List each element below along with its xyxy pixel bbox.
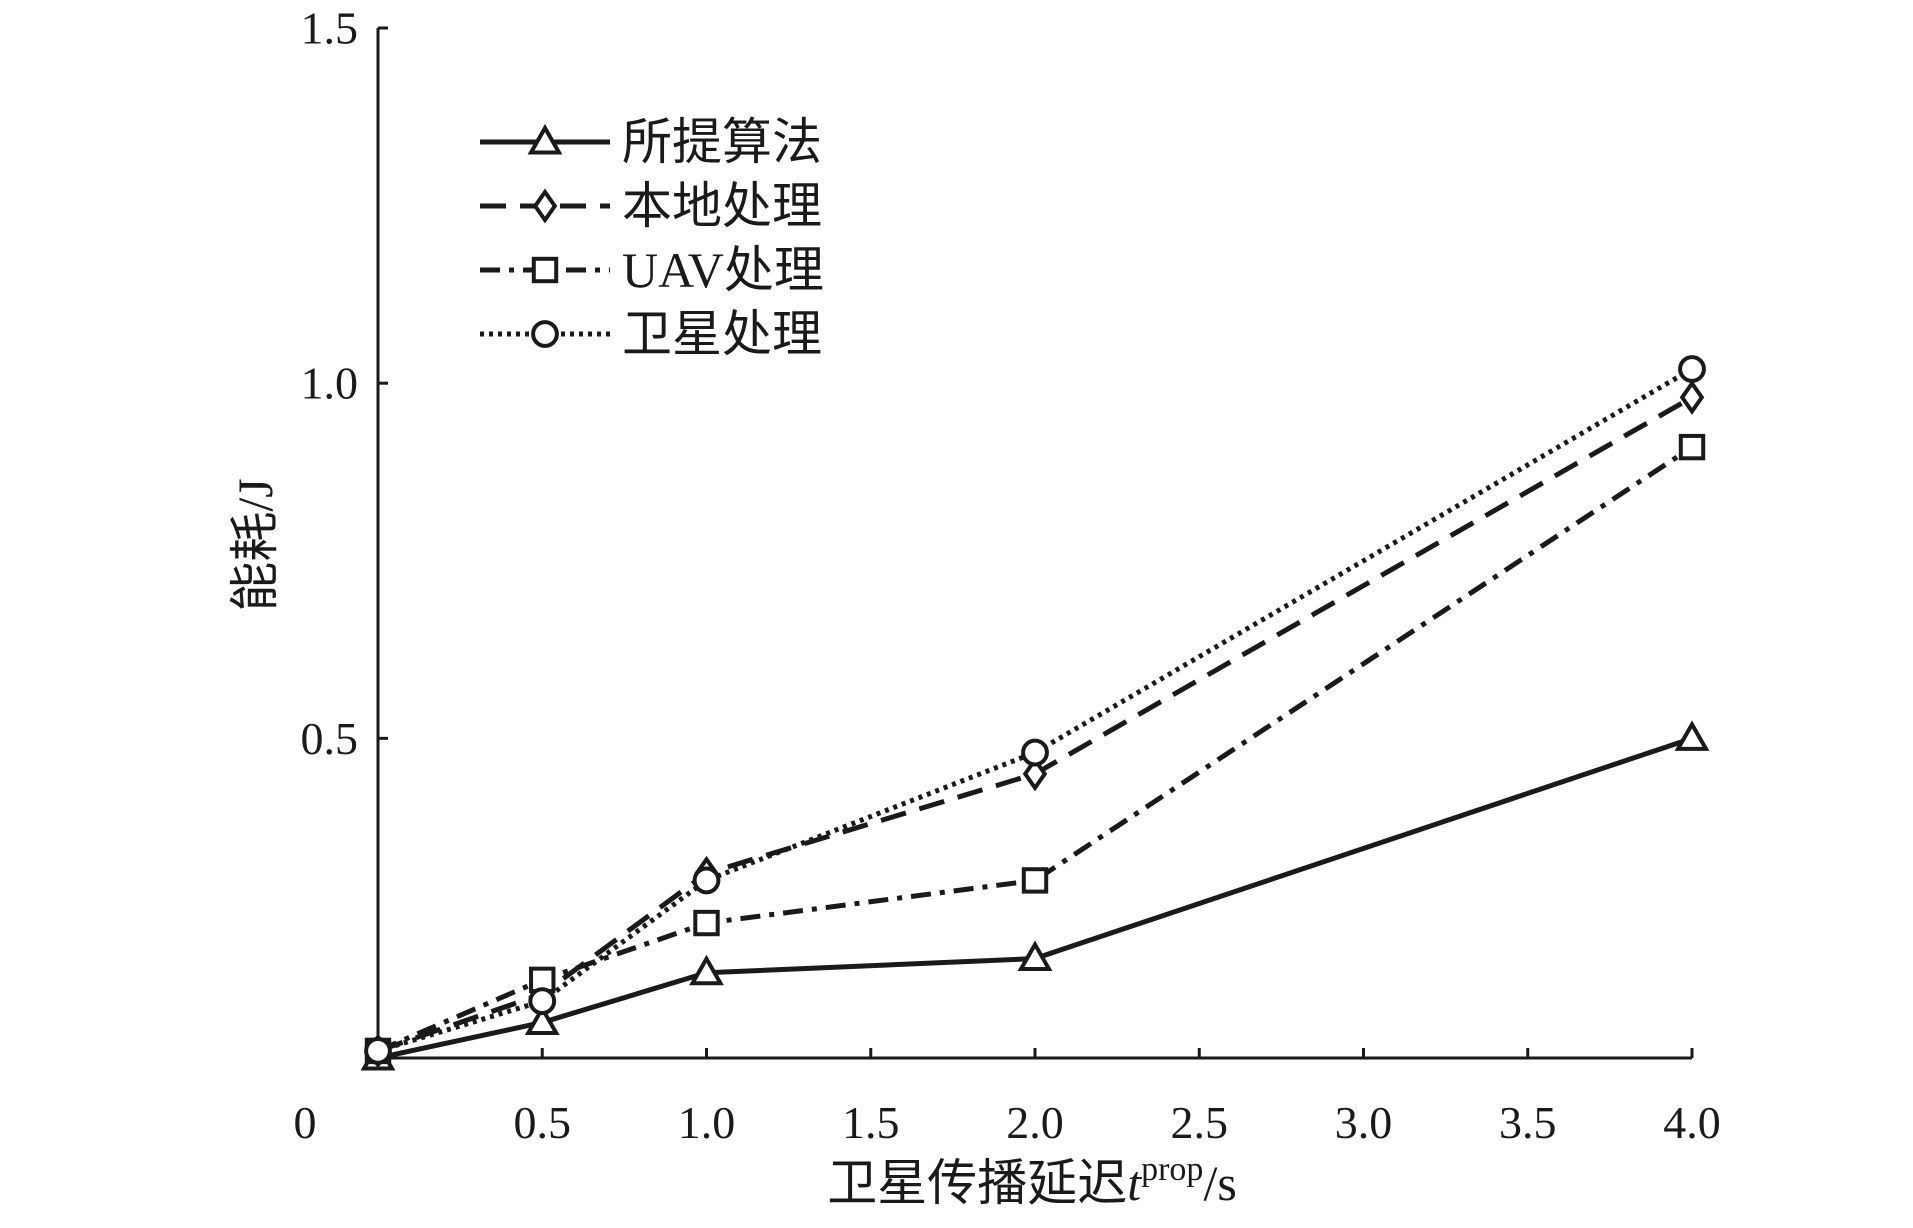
legend-label: UAV处理	[622, 242, 824, 298]
data-point-triangle	[524, 1004, 560, 1035]
y-tick-label: 1.5	[301, 3, 359, 54]
data-point-square	[693, 909, 720, 937]
x-tick-label: 0	[294, 1097, 317, 1148]
y-tick-label: 1.0	[301, 358, 359, 409]
series-layer	[360, 355, 1710, 1071]
y-axis-title: 能耗/J	[227, 478, 283, 611]
data-point-circle	[1021, 738, 1049, 767]
legend-item: 本地处理	[480, 178, 822, 234]
x-tick-label: 3.0	[1335, 1097, 1393, 1148]
legend-marker-triangle	[527, 123, 563, 155]
legend-item: UAV处理	[480, 242, 824, 298]
data-point-diamond	[1679, 379, 1705, 415]
x-tick-label: 2.5	[1171, 1097, 1229, 1148]
legend-item: 所提算法	[480, 114, 822, 170]
x-tick-label: 0.5	[514, 1097, 572, 1148]
x-tick-label: 4.0	[1663, 1097, 1721, 1148]
x-axis-title: 卫星传播延迟tprop/s	[827, 1151, 1237, 1211]
legend-label: 所提算法	[622, 114, 822, 170]
x-axis-title-main: 卫星传播延迟	[827, 1155, 1127, 1211]
data-point-diamond	[1022, 756, 1048, 792]
data-point-circle	[692, 866, 721, 895]
x-ticks: 0 0.5 1.0 1.5 2.0 2.5 3.0 3.5 4.0	[294, 1048, 1721, 1148]
legend-label: 卫星处理	[622, 306, 822, 362]
data-point-circle	[528, 987, 557, 1016]
x-tick-label: 3.5	[1499, 1097, 1557, 1148]
series-4	[364, 355, 1706, 1065]
data-point-square	[1021, 867, 1049, 894]
x-tick-label: 2.0	[1006, 1097, 1064, 1148]
series-1	[360, 720, 1710, 1071]
series-line	[377, 366, 1694, 1054]
y-ticks: 0.5 1.0 1.5	[301, 3, 388, 764]
legend-marker-diamond	[532, 188, 558, 224]
legend-marker-circle	[531, 320, 559, 348]
x-axis-title-unit: /s	[1203, 1155, 1236, 1211]
legend-item: 卫星处理	[480, 306, 822, 362]
x-tick-label: 1.0	[678, 1097, 736, 1148]
x-tick-label: 1.5	[842, 1097, 900, 1148]
legend-label: 本地处理	[622, 178, 822, 234]
axes	[376, 28, 1692, 1060]
data-point-square	[1678, 433, 1706, 461]
legend-marker-square	[531, 256, 559, 284]
y-tick-label: 0.5	[301, 713, 359, 764]
data-point-triangle	[1017, 940, 1053, 972]
x-axis-title-var: t	[1127, 1155, 1142, 1211]
data-point-circle	[1678, 355, 1706, 383]
x-axis-title-sup: prop	[1141, 1151, 1203, 1188]
data-point-triangle	[1674, 720, 1710, 751]
data-point-triangle	[689, 954, 724, 986]
data-point-circle	[364, 1036, 392, 1065]
